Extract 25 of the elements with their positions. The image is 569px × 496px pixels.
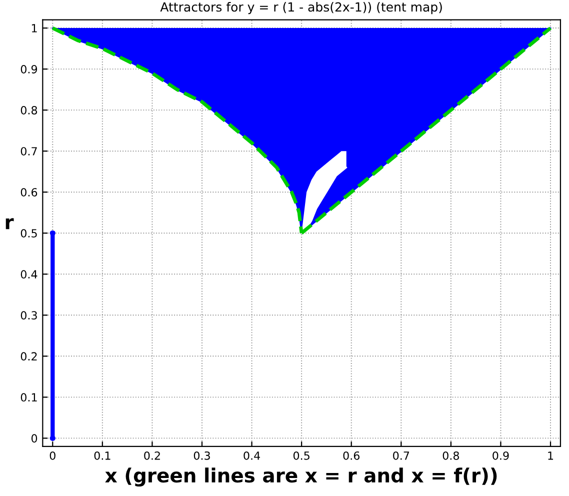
y-tick-label: 0.5	[20, 229, 37, 238]
y-tick-label: 0.8	[20, 106, 38, 114]
x-axis-title: x (green lines are x = r and x = f(r))	[105, 468, 497, 487]
y-tick-label: 0.4	[20, 270, 38, 279]
x-tick-label: 0.3	[194, 451, 210, 460]
y-tick-label: 0	[31, 434, 38, 443]
x-tick-label: 0.6	[343, 451, 360, 460]
x-tick-label: 0.1	[94, 451, 110, 460]
y-tick-label: 0.1	[20, 393, 37, 402]
y-tick-label: 1	[32, 24, 37, 32]
x-tick-label: 0.8	[442, 451, 460, 460]
x-tick-label: 0	[50, 451, 56, 460]
x-tick-label: 0.9	[492, 451, 509, 460]
x-tick-label: 0.7	[393, 451, 410, 460]
x-tick-label: 1	[548, 452, 554, 460]
y-tick-label: 0.6	[20, 188, 38, 196]
y-tick-label: 0.2	[20, 352, 37, 361]
y-tick-label: 0.3	[20, 311, 37, 320]
y-tick-label: 0.9	[20, 65, 38, 74]
x-tick-label: 0.2	[144, 451, 160, 460]
y-axis-title: r	[6, 218, 14, 230]
x-tick-label: 0.5	[293, 451, 310, 460]
chart-title: Attractors for y = r (1 - abs(2x-1)) (tent map)	[160, 2, 442, 14]
y-tick-label: 0.7	[20, 147, 37, 156]
x-tick-label: 0.4	[244, 451, 260, 460]
